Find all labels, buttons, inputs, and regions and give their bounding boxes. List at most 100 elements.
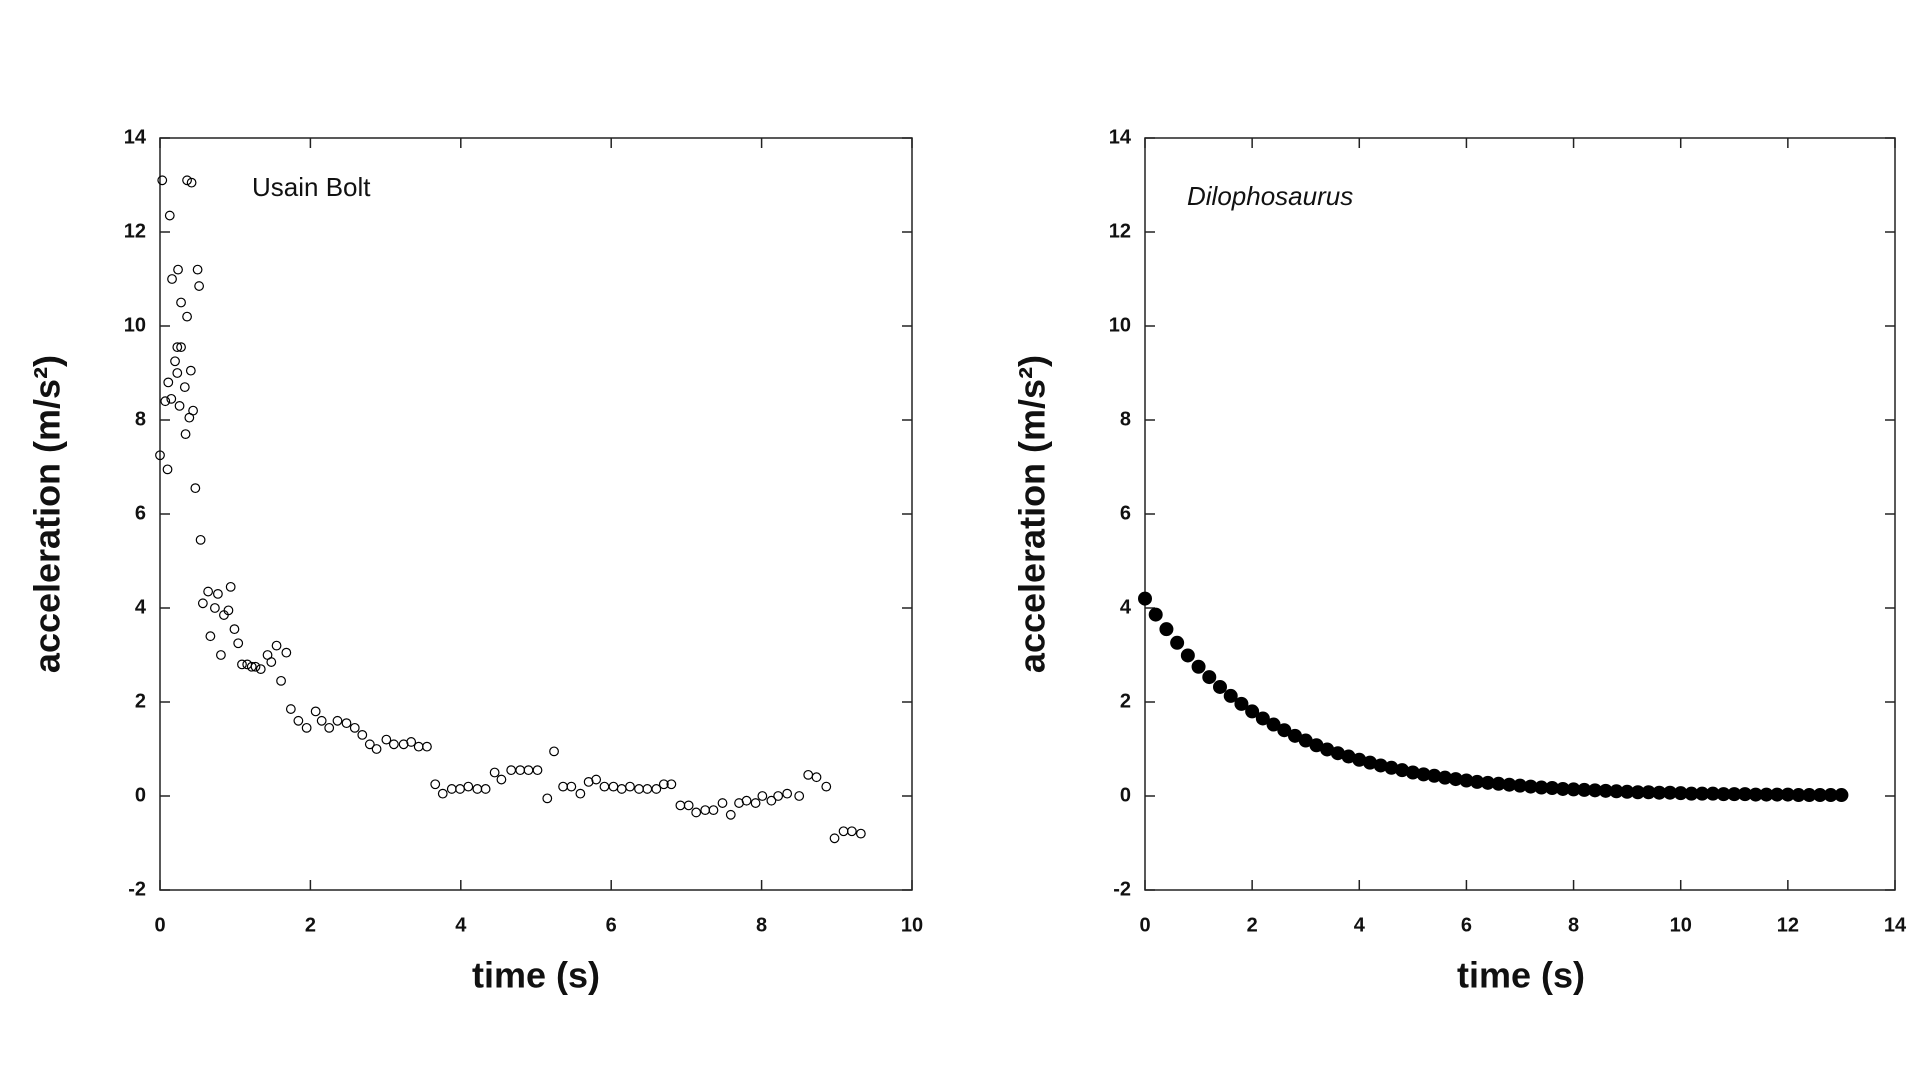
- data-point: [176, 297, 186, 308]
- data-point: [182, 311, 192, 322]
- annotation: Usain Bolt: [252, 172, 371, 202]
- y-tick-label: 4: [135, 596, 147, 618]
- data-point: [608, 781, 619, 792]
- data-point: [223, 605, 234, 616]
- data-point: [357, 730, 368, 740]
- data-point: [625, 781, 635, 792]
- data-point: [506, 765, 517, 776]
- plot-frame: [1144, 137, 1896, 891]
- data-point: [642, 784, 653, 794]
- data-point: [229, 624, 240, 635]
- data-point: [155, 450, 165, 461]
- x-tick-label: 0: [1139, 914, 1150, 936]
- data-point: [757, 791, 768, 801]
- x-tick-label: 10: [1670, 914, 1692, 936]
- x-tick-label: 6: [1461, 914, 1472, 936]
- data-point: [1834, 788, 1849, 803]
- data-point: [1191, 659, 1206, 674]
- x-tick-label: 8: [1568, 914, 1579, 936]
- data-point: [1180, 648, 1195, 663]
- data-point: [285, 704, 296, 714]
- data-point: [1138, 591, 1152, 606]
- y-tick-label: 10: [124, 314, 146, 336]
- data-point: [773, 791, 784, 801]
- data-point: [651, 784, 662, 794]
- data-point: [575, 788, 586, 799]
- data-point: [803, 769, 814, 780]
- data-point: [599, 781, 610, 792]
- y-tick-label: 2: [135, 690, 146, 712]
- data-point: [176, 342, 186, 353]
- y-tick-label: 4: [1120, 596, 1132, 618]
- data-point: [172, 368, 183, 378]
- data-point: [700, 805, 711, 815]
- x-tick-label: 6: [606, 914, 617, 936]
- data-point: [708, 805, 719, 815]
- data-point: [293, 715, 304, 726]
- data-point: [1170, 635, 1185, 650]
- data-point: [172, 342, 183, 353]
- data-point: [549, 746, 559, 757]
- data-point: [182, 175, 192, 186]
- data-point: [437, 788, 448, 799]
- data-point: [480, 784, 491, 794]
- data-point: [846, 826, 857, 837]
- data-point: [225, 581, 236, 592]
- x-tick-label: 8: [756, 914, 767, 936]
- data-point: [717, 798, 728, 808]
- data-point: [1159, 622, 1174, 637]
- data-point: [185, 365, 196, 376]
- y-tick-label: 14: [1109, 126, 1132, 148]
- y-tick-label: -2: [1113, 878, 1131, 900]
- annotation: Dilophosaurus: [1187, 181, 1353, 211]
- data-point: [821, 781, 832, 792]
- data-point: [422, 741, 432, 752]
- y-tick-label: 0: [135, 784, 146, 806]
- data-point: [194, 281, 205, 291]
- data-point: [811, 772, 822, 783]
- y-tick-label: 2: [1120, 690, 1131, 712]
- data-point: [523, 765, 534, 776]
- data-point: [542, 793, 553, 804]
- x-tick-label: 0: [154, 914, 165, 936]
- data-point: [725, 809, 736, 820]
- y-tick-label: 6: [1120, 502, 1131, 524]
- data-point: [209, 603, 220, 613]
- data-point: [616, 784, 627, 794]
- data-point: [190, 483, 201, 494]
- data-point: [455, 784, 465, 794]
- data-point: [160, 396, 171, 407]
- data-point: [237, 659, 247, 670]
- y-axis-title: acceleration (m/s²): [1012, 355, 1053, 673]
- data-point: [173, 264, 183, 275]
- data-point: [463, 781, 474, 792]
- data-point: [532, 765, 543, 776]
- data-point: [167, 274, 177, 284]
- data-point: [195, 534, 206, 545]
- data-point: [1255, 711, 1270, 726]
- data-point: [216, 650, 226, 660]
- data-point: [332, 715, 343, 726]
- data-point: [782, 788, 793, 799]
- data-point: [1277, 723, 1292, 738]
- x-tick-label: 10: [901, 914, 923, 936]
- y-tick-label: -2: [128, 878, 146, 900]
- x-axis-title: time (s): [1457, 955, 1585, 996]
- data-point: [566, 781, 577, 792]
- data-point: [310, 706, 321, 717]
- data-point: [364, 739, 375, 750]
- data-point: [180, 429, 191, 440]
- data-point: [838, 826, 849, 837]
- y-tick-label: 14: [124, 126, 147, 148]
- data-point: [179, 382, 190, 393]
- data-point: [1202, 670, 1217, 685]
- data-point: [341, 718, 352, 729]
- data-point: [316, 715, 327, 726]
- data-point: [163, 377, 174, 388]
- data-point: [446, 784, 457, 794]
- data-point: [174, 401, 185, 411]
- data-point: [276, 675, 286, 686]
- data-point: [205, 631, 216, 642]
- data-point: [255, 664, 266, 674]
